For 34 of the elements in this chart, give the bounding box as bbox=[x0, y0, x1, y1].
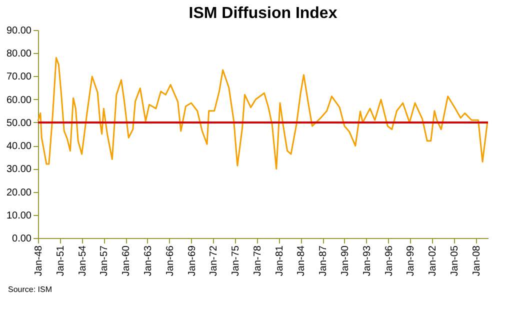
x-tick-label: Jan-57 bbox=[99, 245, 110, 276]
x-tick-label: Jan-69 bbox=[186, 245, 198, 276]
y-tick-label: 40.00 bbox=[6, 141, 32, 152]
x-tick-label: Jan-87 bbox=[318, 245, 330, 276]
y-tick-label: 10.00 bbox=[6, 210, 32, 222]
line-series bbox=[37, 56, 488, 170]
x-tick-label: Jan-60 bbox=[121, 245, 132, 276]
x-tick-label: Jan-90 bbox=[340, 245, 351, 276]
x-tick-label: Jan-84 bbox=[296, 245, 308, 276]
y-tick-label: 20.00 bbox=[6, 187, 32, 198]
source-note: Source: ISM bbox=[8, 285, 52, 294]
y-tick-label: 80.00 bbox=[6, 48, 32, 60]
x-tick-label: Jan-66 bbox=[164, 245, 176, 276]
x-tick-label: Jan-78 bbox=[252, 245, 264, 276]
x-tick-label: Jan-75 bbox=[230, 245, 242, 276]
x-tick-label: Jan-54 bbox=[77, 245, 88, 276]
y-tick-label: 90.00 bbox=[6, 26, 32, 36]
x-tick-label: Jan-51 bbox=[55, 245, 66, 276]
y-tick-label: 60.00 bbox=[6, 94, 32, 106]
x-tick-label: Jan-48 bbox=[34, 245, 44, 276]
chart-title: ISM Diffusion Index bbox=[188, 5, 338, 22]
x-tick-label: Jan-02 bbox=[428, 245, 439, 276]
y-tick-label: 50.00 bbox=[6, 118, 32, 129]
x-tick-label: Jan-99 bbox=[406, 245, 417, 276]
y-tick-label: 0.00 bbox=[12, 234, 32, 244]
x-tick-label: Jan-81 bbox=[274, 245, 286, 276]
x-tick-label: Jan-08 bbox=[471, 245, 482, 276]
y-tick-label: 30.00 bbox=[6, 164, 32, 176]
x-tick-label: Jan-93 bbox=[362, 245, 373, 276]
x-tick-label: Jan-05 bbox=[449, 245, 460, 276]
x-tick-label: Jan-96 bbox=[384, 245, 395, 276]
y-tick-label: 70.00 bbox=[6, 72, 32, 83]
x-tick-label: Jan-72 bbox=[208, 245, 220, 276]
x-tick-label: Jan-63 bbox=[142, 245, 154, 276]
